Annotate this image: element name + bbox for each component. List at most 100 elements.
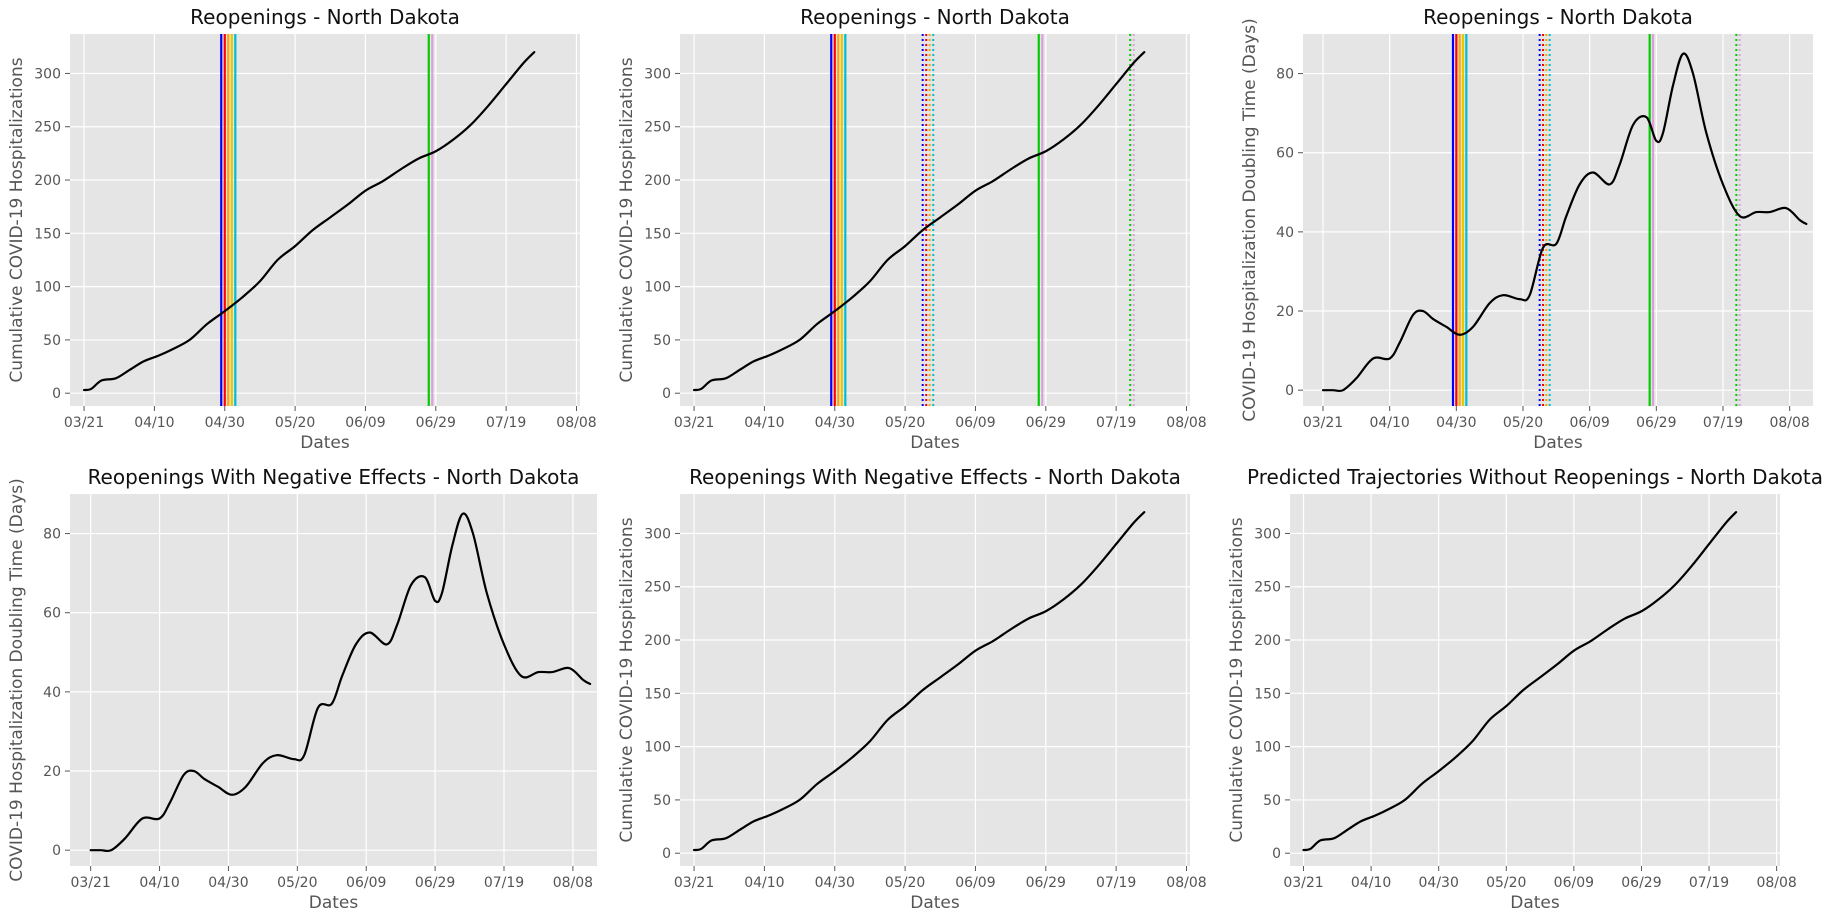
y-axis-label: Cumulative COVID-19 Hospitalizations bbox=[1227, 517, 1247, 842]
x-tick-label: 05/20 bbox=[1486, 875, 1526, 891]
x-tick-label: 05/20 bbox=[275, 415, 315, 431]
y-tick-label: 250 bbox=[644, 580, 671, 596]
x-tick-label: 06/09 bbox=[1554, 875, 1594, 891]
x-axis-label: Dates bbox=[1533, 433, 1583, 453]
y-tick-label: 80 bbox=[43, 527, 61, 543]
y-tick-label: 50 bbox=[1263, 793, 1281, 809]
series-line bbox=[82, 51, 536, 392]
y-tick-label: 150 bbox=[644, 226, 671, 242]
x-tick-label: 06/09 bbox=[955, 875, 995, 891]
x-tick-label: 04/30 bbox=[1419, 875, 1459, 891]
series-line bbox=[1302, 511, 1738, 852]
x-tick-label: 05/20 bbox=[1503, 415, 1543, 431]
y-tick-label: 0 bbox=[52, 843, 61, 859]
y-axis-label: Cumulative COVID-19 Hospitalizations bbox=[617, 517, 637, 842]
x-tick-label: 08/08 bbox=[556, 415, 596, 431]
x-tick-label: 06/09 bbox=[1569, 415, 1609, 431]
y-tick-label: 200 bbox=[644, 633, 671, 649]
y-tick-label: 50 bbox=[43, 333, 61, 349]
y-tick-label: 100 bbox=[644, 740, 671, 756]
x-axis-label: Dates bbox=[910, 433, 960, 453]
y-tick-label: 100 bbox=[1254, 740, 1281, 756]
chart-title: Reopenings - North Dakota bbox=[1423, 5, 1693, 29]
x-tick-label: 04/30 bbox=[205, 415, 245, 431]
chart-title: Reopenings With Negative Effects - North… bbox=[88, 465, 580, 489]
y-tick-label: 0 bbox=[1272, 846, 1281, 862]
y-tick-label: 80 bbox=[1276, 67, 1294, 83]
series-line bbox=[692, 511, 1146, 852]
x-tick-label: 07/19 bbox=[486, 415, 526, 431]
chart-panel-1: 0 50 100 150 200 250 300 03/21 04/10 04/30 05/20 06… bbox=[7, 5, 597, 453]
y-tick-label: 100 bbox=[644, 280, 671, 296]
y-tick-label: 20 bbox=[43, 764, 61, 780]
x-tick-label: 08/08 bbox=[1769, 415, 1809, 431]
x-tick-label: 08/08 bbox=[553, 875, 593, 891]
y-tick-label: 200 bbox=[1254, 633, 1281, 649]
x-tick-label: 04/30 bbox=[1436, 415, 1476, 431]
x-tick-label: 06/29 bbox=[1621, 875, 1661, 891]
y-tick-label: 60 bbox=[1276, 146, 1294, 162]
x-tick-label: 07/19 bbox=[1096, 875, 1136, 891]
x-tick-label: 06/29 bbox=[415, 875, 455, 891]
chart-panel-2: 0 50 100 150 200 250 300 03/21 04/10 04/30 05/20 06… bbox=[617, 5, 1207, 453]
y-tick-label: 20 bbox=[1276, 304, 1294, 320]
x-tick-label: 04/10 bbox=[744, 875, 784, 891]
y-tick-label: 60 bbox=[43, 606, 61, 622]
x-tick-label: 07/19 bbox=[1096, 415, 1136, 431]
x-tick-label: 04/10 bbox=[1351, 875, 1391, 891]
y-tick-label: 40 bbox=[1276, 225, 1294, 241]
x-axis-label: Dates bbox=[309, 893, 359, 913]
x-tick-label: 08/08 bbox=[1166, 415, 1206, 431]
x-tick-label: 05/20 bbox=[885, 415, 925, 431]
y-tick-label: 40 bbox=[43, 685, 61, 701]
y-tick-label: 150 bbox=[34, 226, 61, 242]
x-tick-label: 03/21 bbox=[674, 875, 714, 891]
plot-area bbox=[70, 494, 597, 866]
x-tick-label: 06/29 bbox=[1026, 415, 1066, 431]
series-line bbox=[89, 512, 592, 853]
x-tick-label: 04/30 bbox=[815, 875, 855, 891]
y-tick-label: 300 bbox=[1254, 526, 1281, 542]
y-tick-label: 0 bbox=[52, 386, 61, 402]
x-tick-label: 05/20 bbox=[885, 875, 925, 891]
chart-panel-3: 0 20 40 60 80 03/21 04/10 04/30 05/20 06/09 06/29 0… bbox=[1240, 5, 1813, 453]
y-tick-label: 150 bbox=[1254, 686, 1281, 702]
x-tick-label: 04/10 bbox=[744, 415, 784, 431]
x-tick-label: 05/20 bbox=[277, 875, 317, 891]
x-tick-label: 06/09 bbox=[346, 875, 386, 891]
y-tick-label: 200 bbox=[34, 173, 61, 189]
x-tick-label: 04/30 bbox=[208, 875, 248, 891]
y-tick-label: 50 bbox=[653, 333, 671, 349]
y-axis-label: COVID-19 Hospitalization Doubling Time (… bbox=[7, 478, 27, 881]
x-tick-label: 03/21 bbox=[674, 415, 714, 431]
x-tick-label: 03/21 bbox=[1303, 415, 1343, 431]
chart-panel-5: 0 50 100 150 200 250 300 03/21 04/10 04/30 05/20 06… bbox=[617, 465, 1207, 913]
y-tick-label: 250 bbox=[34, 120, 61, 136]
y-tick-label: 0 bbox=[1285, 383, 1294, 399]
y-tick-label: 300 bbox=[644, 66, 671, 82]
chart-panel-6: 0 50 100 150 200 250 300 03/21 04/10 04/30 05/20 06… bbox=[1227, 465, 1823, 913]
chart-panel-4: 0 20 40 60 80 03/21 04/10 04/30 05/20 06/09 06/29 0… bbox=[7, 465, 597, 913]
y-tick-label: 250 bbox=[1254, 580, 1281, 596]
x-tick-label: 03/21 bbox=[70, 875, 110, 891]
y-tick-label: 50 bbox=[653, 793, 671, 809]
plot-area bbox=[1303, 34, 1813, 406]
y-tick-label: 100 bbox=[34, 280, 61, 296]
chart-title: Reopenings - North Dakota bbox=[190, 5, 460, 29]
x-tick-label: 07/19 bbox=[484, 875, 524, 891]
y-tick-label: 300 bbox=[644, 526, 671, 542]
x-tick-label: 04/30 bbox=[815, 415, 855, 431]
y-tick-label: 200 bbox=[644, 173, 671, 189]
x-tick-label: 06/29 bbox=[1636, 415, 1676, 431]
x-tick-label: 06/09 bbox=[955, 415, 995, 431]
y-tick-label: 150 bbox=[644, 686, 671, 702]
y-axis-label: Cumulative COVID-19 Hospitalizations bbox=[7, 57, 27, 382]
x-axis-label: Dates bbox=[1510, 893, 1560, 913]
y-tick-label: 250 bbox=[644, 120, 671, 136]
x-tick-label: 06/29 bbox=[1026, 875, 1066, 891]
series-line bbox=[1321, 52, 1808, 393]
x-tick-label: 07/19 bbox=[1703, 415, 1743, 431]
y-axis-label: COVID-19 Hospitalization Doubling Time (… bbox=[1240, 18, 1260, 421]
x-axis-label: Dates bbox=[300, 433, 350, 453]
x-tick-label: 03/21 bbox=[1283, 875, 1323, 891]
